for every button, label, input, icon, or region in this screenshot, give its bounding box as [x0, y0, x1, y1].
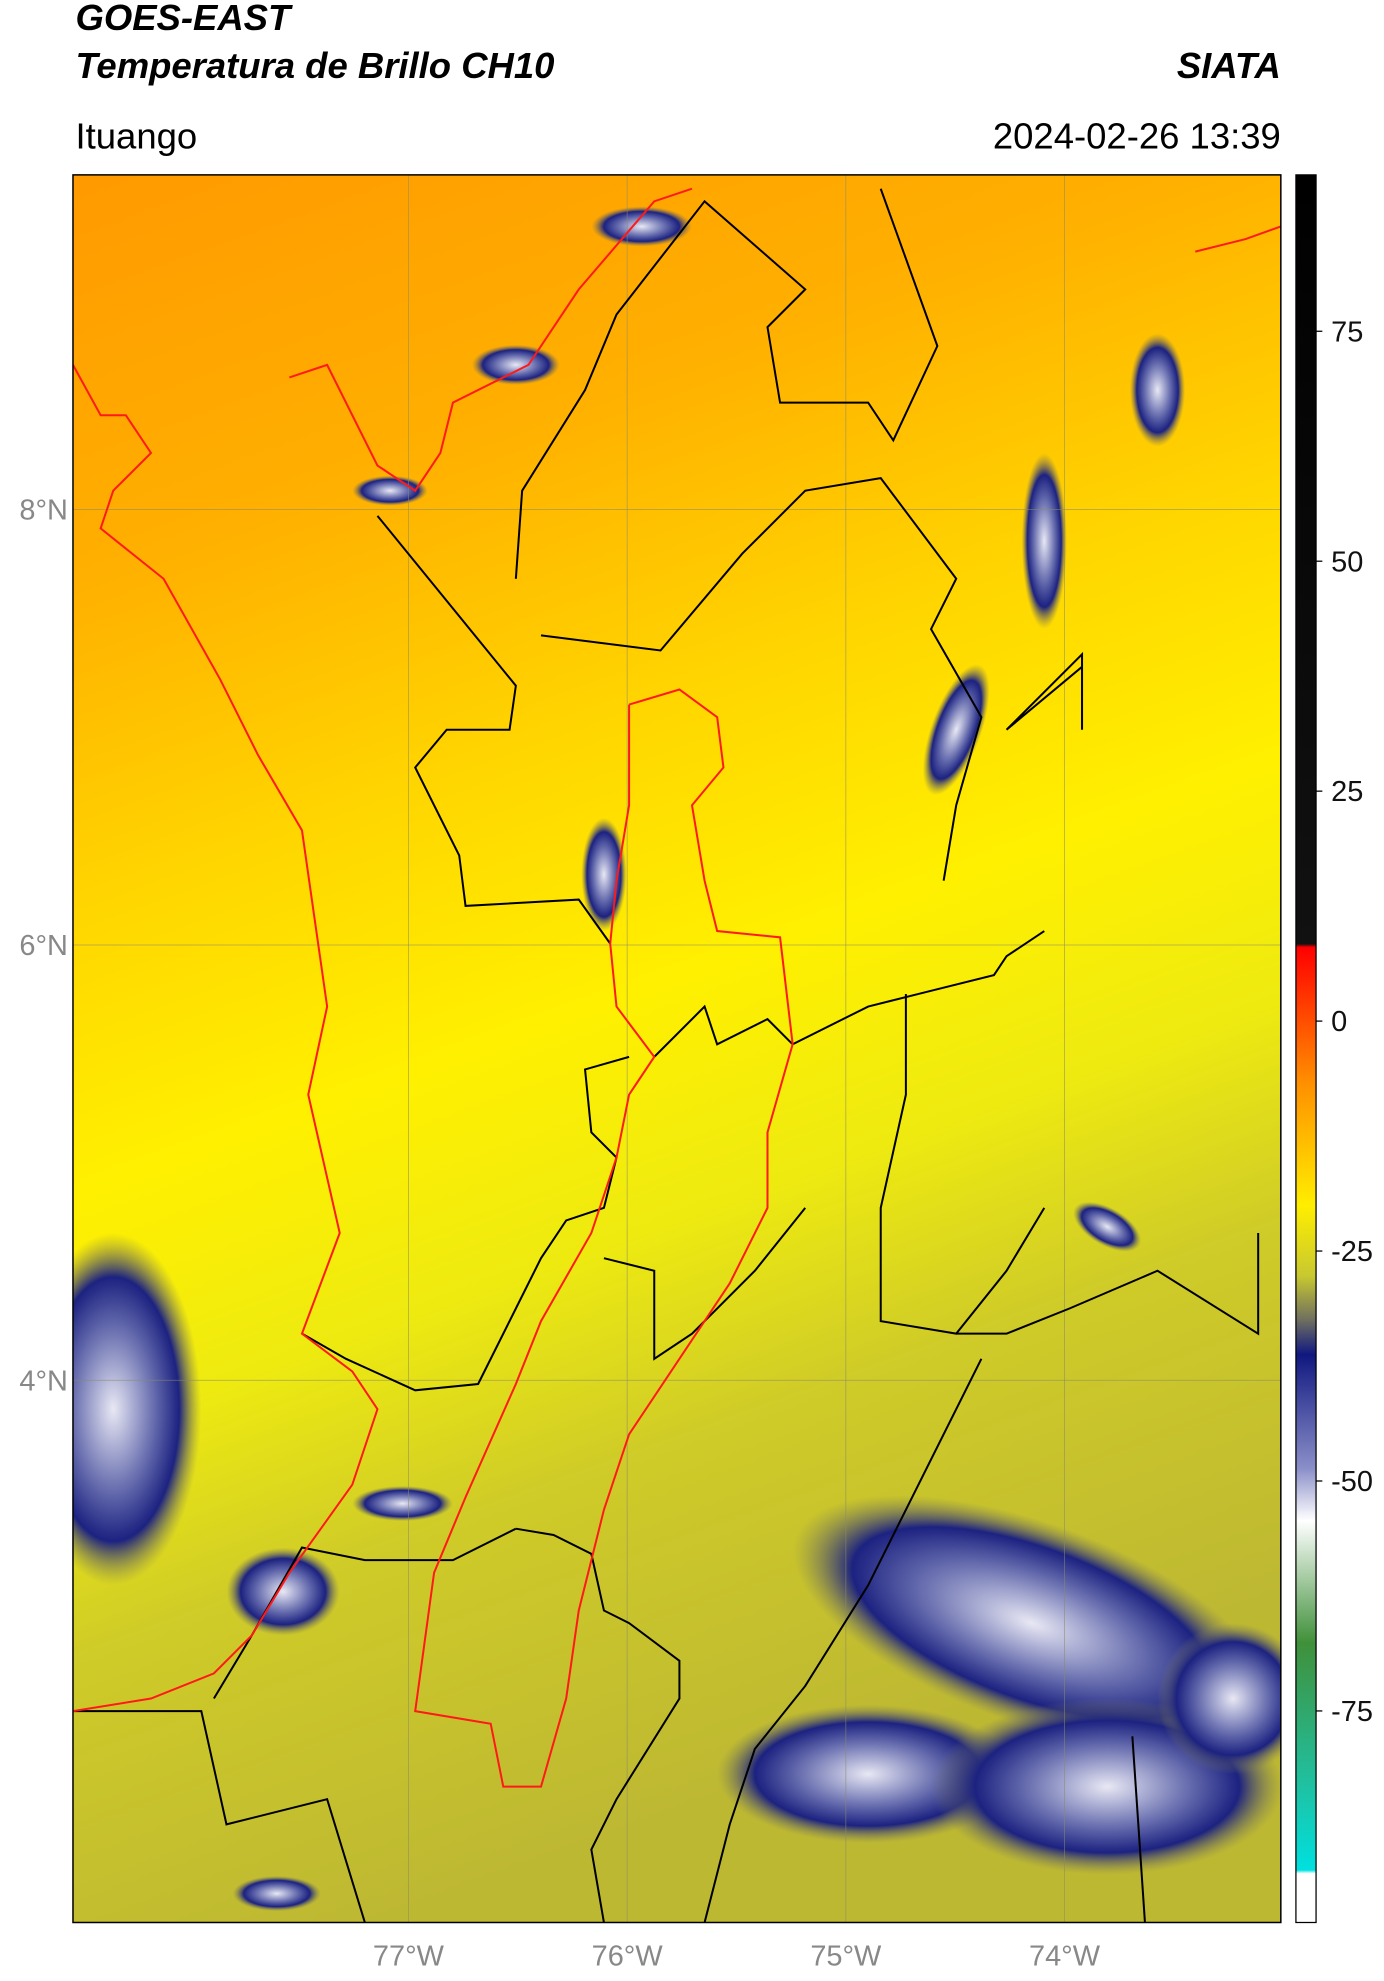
map-frame	[72, 174, 1282, 1924]
colorbar-tick-label: -75	[1331, 1696, 1373, 1728]
x-tick-label: 74°W	[1029, 1940, 1101, 1972]
colorbar-tick-label: 75	[1331, 316, 1363, 348]
grid	[72, 174, 1281, 1923]
colorbar-tick-label: 0	[1331, 1006, 1347, 1038]
colorbar-tick-label: 50	[1331, 546, 1363, 578]
timestamp: 2024-02-26 13:39	[993, 115, 1281, 156]
ticks: 77°W 76°W 75°W 74°W 8°N 6°N 4°N -75 -50 -25 0 25 50 7…	[19, 316, 1373, 1972]
boundaries	[72, 188, 1260, 1923]
x-tick-label: 75°W	[810, 1940, 882, 1972]
y-tick-label: 6°N	[19, 930, 68, 962]
org: SIATA	[1177, 45, 1281, 86]
y-tick-label: 4°N	[19, 1365, 68, 1397]
x-tick-label: 77°W	[373, 1940, 445, 1972]
map-image	[72, 174, 1281, 1923]
cloud-features	[72, 206, 1281, 1912]
x-tick-label: 76°W	[592, 1940, 664, 1972]
colorbar	[1295, 174, 1317, 1924]
y-tick-label: 8°N	[19, 495, 68, 527]
colorbar-tick-label: 25	[1331, 776, 1363, 808]
region-boundary	[72, 187, 1281, 1788]
subtitle: Temperatura de Brillo CH10	[75, 45, 554, 86]
title: GOES-EAST	[75, 0, 293, 38]
colorbar-tick-label: -25	[1331, 1236, 1373, 1268]
colorbar-tick-label: -50	[1331, 1466, 1373, 1498]
location: Ituango	[75, 115, 197, 156]
